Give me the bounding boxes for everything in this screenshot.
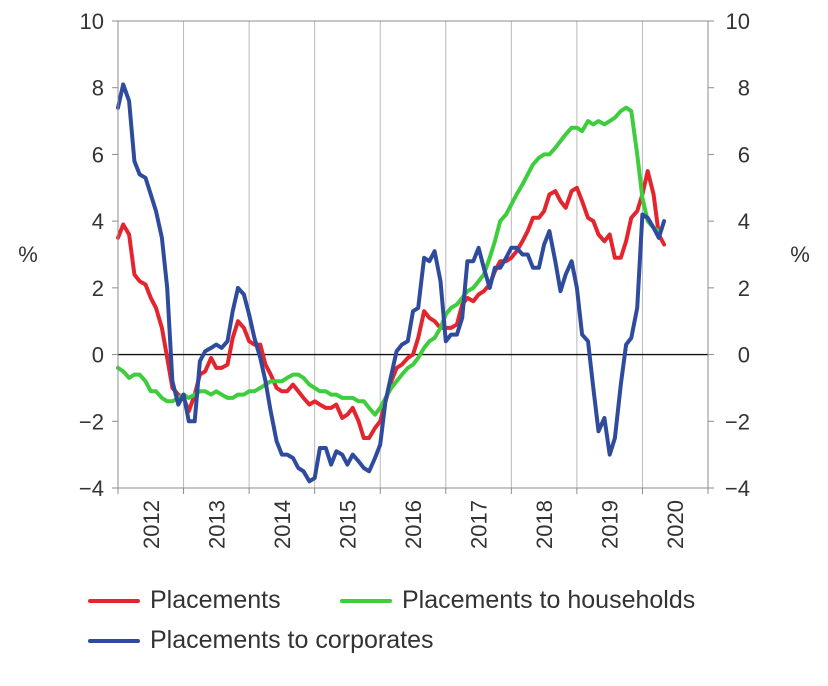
y-tick-label-left: 8 xyxy=(92,76,104,101)
y-axis-unit-right: % xyxy=(790,242,810,267)
x-tick-label: 2013 xyxy=(204,500,229,549)
y-axis-unit-left: % xyxy=(18,242,38,267)
y-tick-label-left: 6 xyxy=(92,142,104,167)
y-tick-label-left: 0 xyxy=(92,343,104,368)
x-tick-label: 2020 xyxy=(663,500,688,549)
x-tick-label: 2014 xyxy=(270,500,295,549)
x-tick-label: 2015 xyxy=(335,500,360,549)
legend-item-corporates: Placements to corporates xyxy=(88,626,433,655)
y-tick-label-right: 6 xyxy=(738,142,750,167)
legend-label-households: Placements to households xyxy=(402,586,696,614)
x-tick-label: 2018 xyxy=(532,500,557,549)
y-tick-label-left: −2 xyxy=(79,409,104,434)
x-tick-label: 2012 xyxy=(139,500,164,549)
y-tick-label-right: 4 xyxy=(738,209,750,234)
series-line-1 xyxy=(116,169,667,440)
grid-layer xyxy=(118,21,708,488)
legend-swatch-corporates xyxy=(88,638,140,643)
y-tick-label-right: −2 xyxy=(725,409,750,434)
y-tick-label-left: −4 xyxy=(79,476,104,501)
y-tick-label-right: −4 xyxy=(725,476,750,501)
y-tick-label-left: 10 xyxy=(80,9,104,34)
legend-label-placements: Placements xyxy=(150,586,281,614)
y-tick-label-left: 4 xyxy=(92,209,104,234)
x-tick-label: 2017 xyxy=(467,500,492,549)
legend-label-corporates: Placements to corporates xyxy=(150,626,434,654)
legend-item-placements: Placements xyxy=(88,586,281,615)
series-layer xyxy=(116,82,667,484)
legend-item-households: Placements to households xyxy=(340,586,695,615)
y-tick-label-right: 0 xyxy=(738,343,750,368)
x-tick-label: 2019 xyxy=(598,500,623,549)
legend-swatch-households xyxy=(340,598,392,603)
y-tick-label-right: 2 xyxy=(738,276,750,301)
y-tick-label-right: 10 xyxy=(726,9,750,34)
legend-swatch-placements xyxy=(88,598,140,603)
x-tick-label: 2016 xyxy=(401,500,426,549)
series-line-3 xyxy=(116,82,667,484)
y-tick-label-left: 2 xyxy=(92,276,104,301)
y-tick-label-right: 8 xyxy=(738,76,750,101)
plot-frame xyxy=(117,20,709,489)
